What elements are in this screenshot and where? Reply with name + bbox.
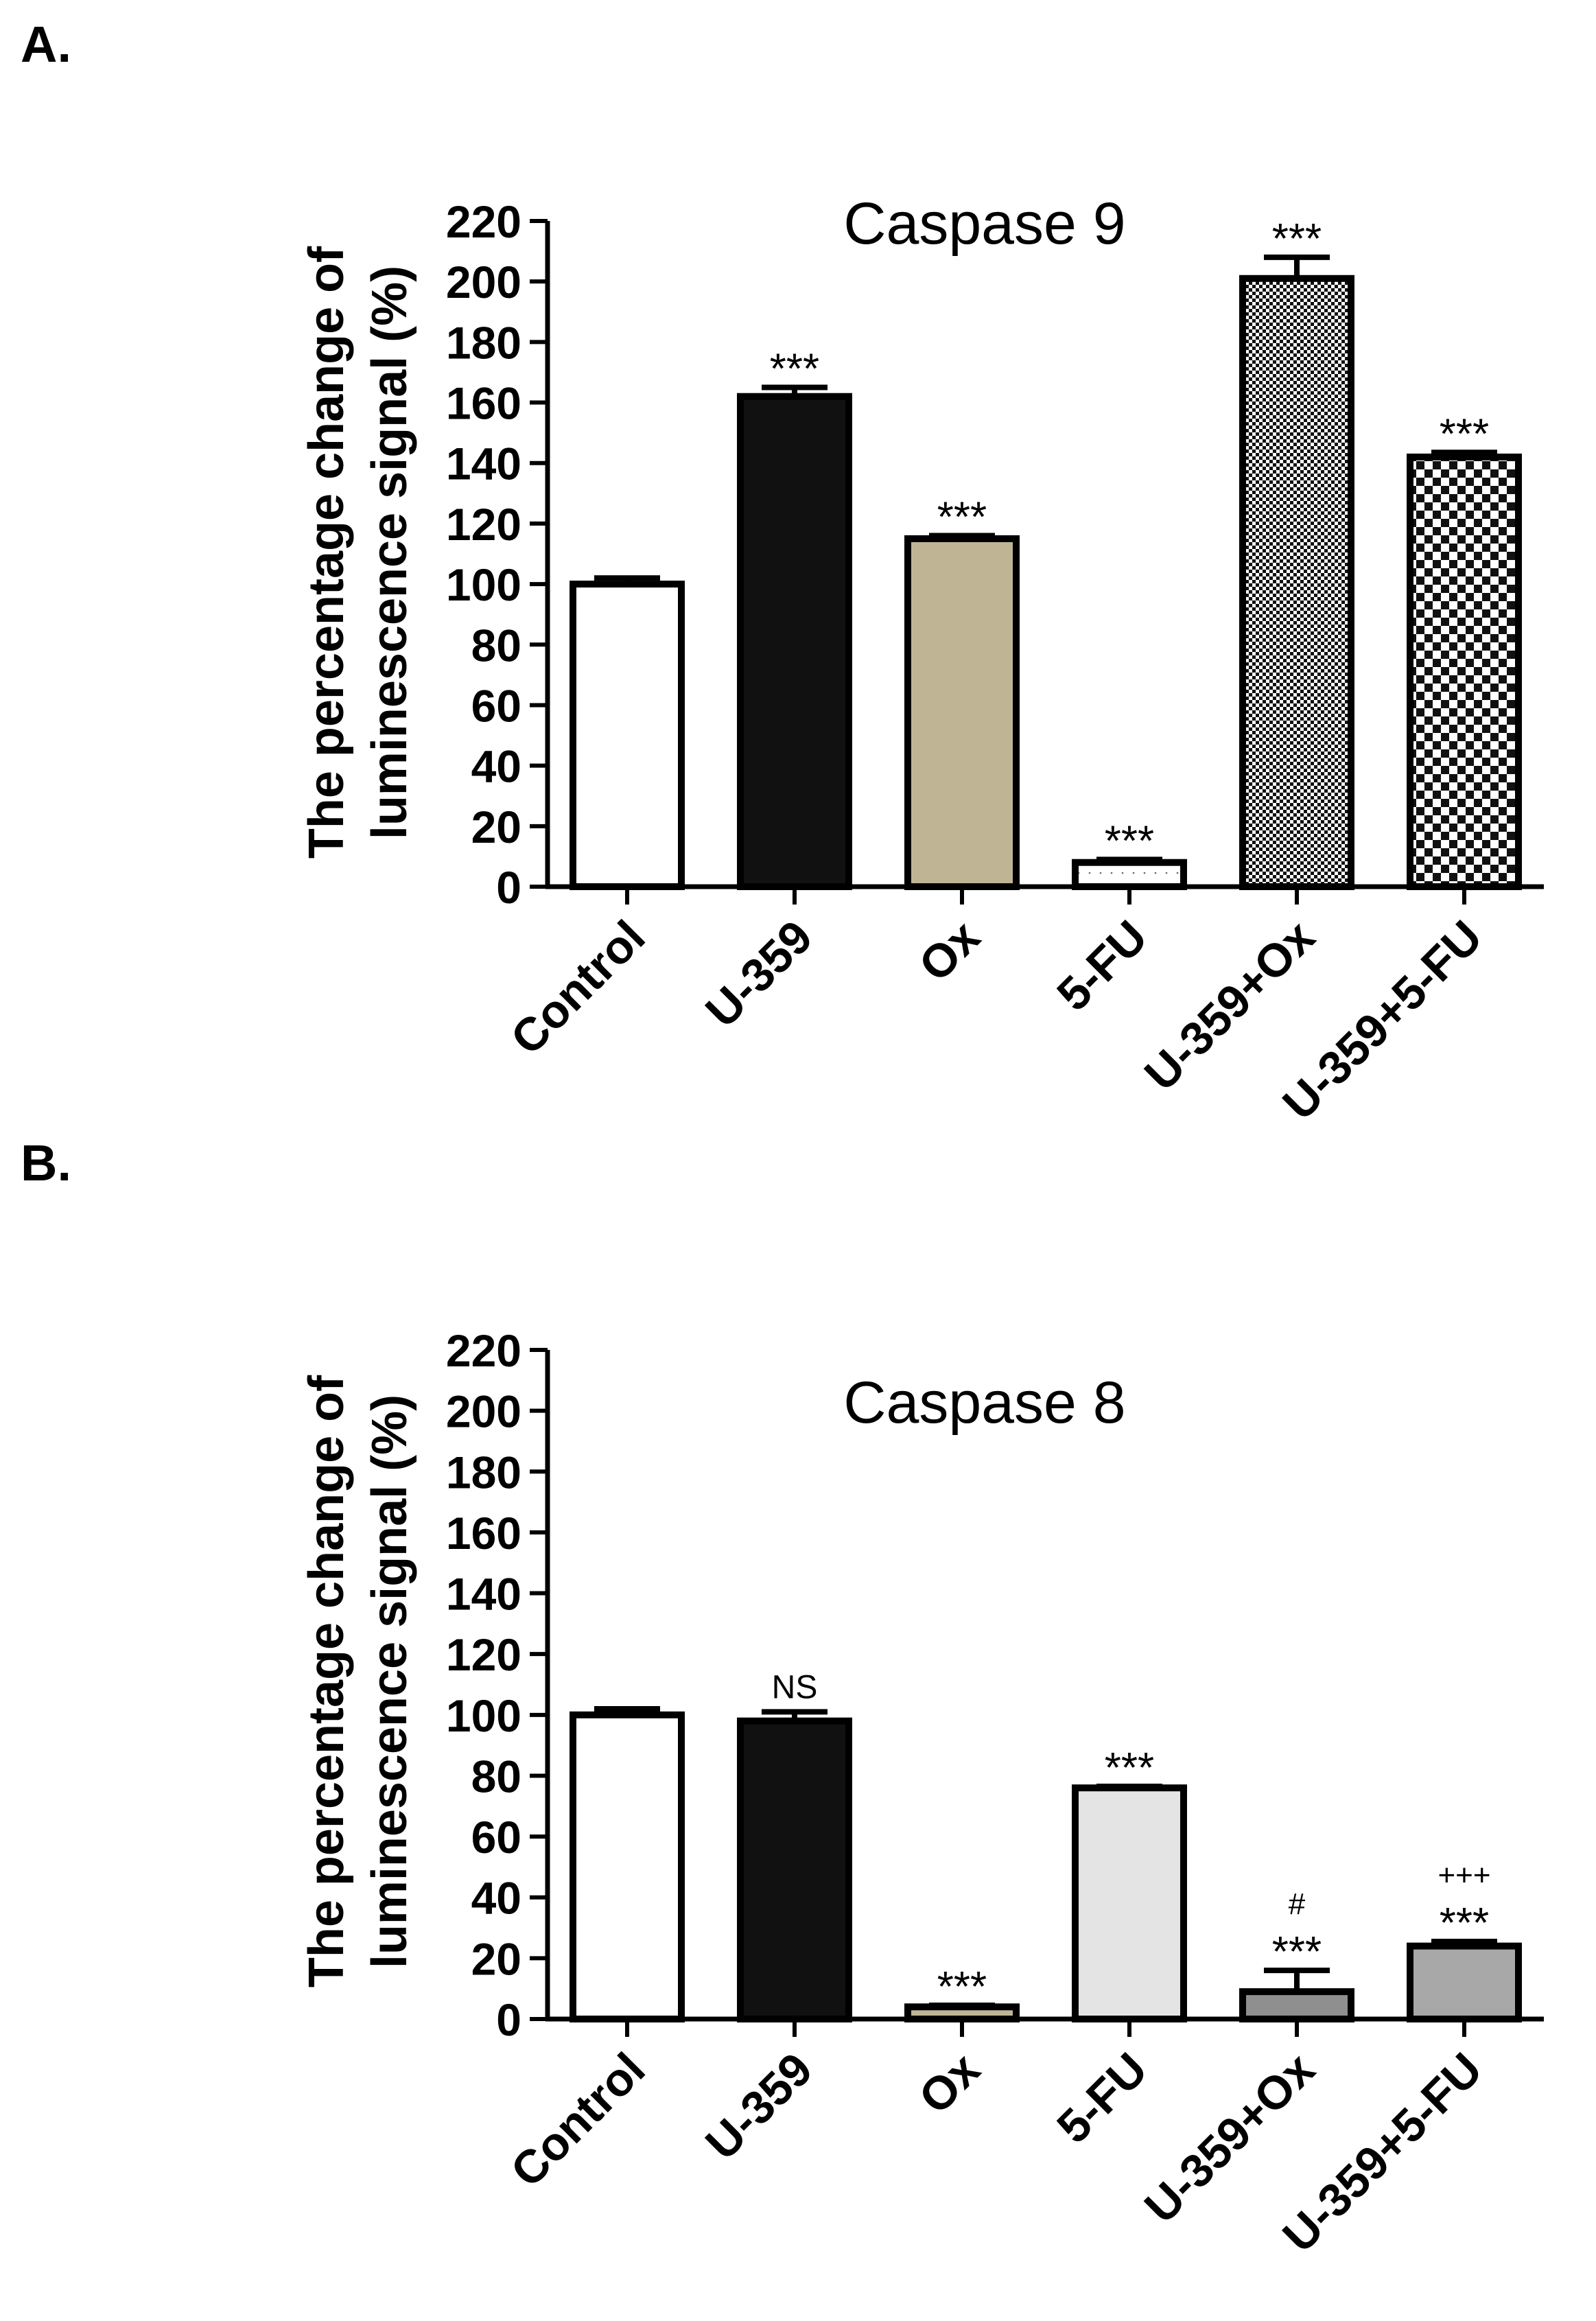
bar-ox: [904, 2003, 1020, 2022]
y-tick-label: 140: [446, 1569, 521, 1620]
y-tick-label: 120: [446, 1629, 521, 1680]
bar-u-359-5-fu: [1407, 453, 1522, 890]
y-tick-label: 20: [471, 1933, 521, 1984]
x-tick-label: U-359: [696, 911, 823, 1038]
y-axis-label-line2: luminescence signal (%): [362, 1395, 417, 1968]
bar-5-fu: [1072, 1784, 1187, 2023]
axes: 0 20 40 60 80 100 120 140 160 180 200 220: [446, 196, 1544, 913]
bar-u-359-ox: [1239, 275, 1354, 891]
y-axis-label-line2: luminescence signal (%): [362, 266, 417, 839]
y-tick-label: 220: [446, 196, 521, 247]
x-tick-label: Control: [501, 911, 655, 1065]
significance-annotation: ***: [1272, 215, 1322, 263]
y-tick-label: 220: [446, 1325, 521, 1376]
significance-annotation: ***: [1440, 1900, 1489, 1947]
x-tick-label: U-359: [696, 2043, 823, 2170]
significance-annotation: NS: [772, 1669, 818, 1705]
significance-annotation: ***: [1272, 1928, 1322, 1976]
x-tick-label: Control: [501, 2043, 655, 2197]
y-tick-label: 160: [446, 1508, 521, 1559]
y-tick-label: 0: [496, 1994, 521, 2045]
y-tick-label: 100: [446, 559, 521, 610]
y-axis-label-line1: The percentage change of: [299, 1375, 354, 1987]
x-tick-label: Ox: [909, 911, 990, 992]
bar-ox: [904, 535, 1020, 890]
y-tick-label: 180: [446, 317, 521, 368]
bar-5-fu: [1072, 859, 1187, 891]
y-tick-label: 0: [496, 862, 521, 913]
significance-annotation: ***: [937, 494, 987, 541]
chart-title: Caspase 8: [843, 1370, 1125, 1436]
x-tick-label: 5-FU: [1047, 2043, 1158, 2154]
y-tick-label: 200: [446, 1386, 521, 1437]
bars: NS *** *** *** # *** +++: [570, 1669, 1522, 2023]
axes: 0 20 40 60 80 100 120 140 160 180 200 220: [446, 1325, 1544, 2045]
y-tick-label: 120: [446, 499, 521, 550]
bar-control: [570, 1711, 685, 2022]
x-tick-labels: Control U-359 Ox 5-FUU-359+OxU-359+5-FU: [501, 2043, 1492, 2263]
panel-a-label: A.: [21, 16, 71, 73]
y-tick-label: 100: [446, 1690, 521, 1741]
bar-u-359: [737, 393, 852, 890]
y-tick-label: 80: [471, 1751, 521, 1801]
bar-u-359-5-fu: [1407, 1942, 1522, 2023]
y-tick-label: 180: [446, 1447, 521, 1497]
significance-annotation: #: [1289, 1887, 1306, 1921]
panel-b-caspase8-chart: B. Caspase 8 The percentage change of lu…: [21, 1134, 1544, 2263]
bar-u-359-ox: [1239, 1988, 1354, 2022]
x-tick-label: Ox: [909, 2043, 990, 2124]
y-tick-label: 160: [446, 378, 521, 429]
significance-annotation: ***: [937, 1963, 987, 2011]
bar-control: [570, 581, 685, 890]
panel-b-label: B.: [21, 1134, 71, 1191]
significance-annotation: ***: [1105, 817, 1154, 865]
y-tick-label: 60: [471, 1812, 521, 1863]
y-tick-label: 20: [471, 802, 521, 852]
y-tick-label: 140: [446, 439, 521, 489]
significance-annotation: ***: [1440, 410, 1489, 458]
y-axis-label-line1: The percentage change of: [299, 246, 354, 859]
bar-u-359: [737, 1717, 852, 2023]
y-tick-label: 80: [471, 620, 521, 670]
panel-a-caspase9-chart: A. Caspase 9 The percentage change of lu…: [21, 16, 1544, 1130]
y-tick-label: 60: [471, 680, 521, 731]
chart-title: Caspase 9: [843, 191, 1125, 257]
y-tick-label: 40: [471, 741, 521, 792]
x-tick-labels: Control U-359 Ox 5-FUU-359+OxU-359+5-FU: [501, 911, 1492, 1130]
y-tick-label: 40: [471, 1873, 521, 1924]
bars: *** *** *** *** ***: [570, 215, 1522, 891]
significance-annotation: ***: [770, 346, 819, 393]
x-tick-label: 5-FU: [1047, 911, 1158, 1021]
significance-annotation: ***: [1105, 1745, 1154, 1792]
significance-annotation: +++: [1437, 1858, 1490, 1892]
y-tick-label: 200: [446, 257, 521, 307]
